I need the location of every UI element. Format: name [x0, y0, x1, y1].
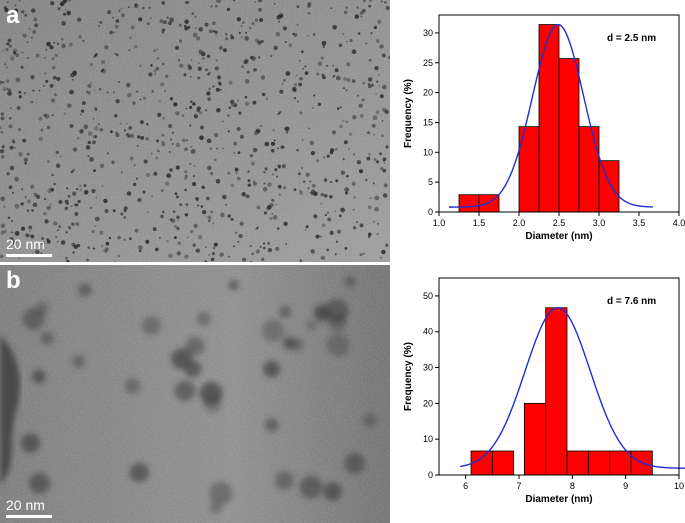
y-tick-label-b-0: 0: [428, 470, 433, 480]
y-tick-label-a-6: 30: [423, 28, 433, 38]
y-tick-label-b-5: 50: [423, 291, 433, 301]
x-tick-label-b-4: 10: [674, 481, 684, 491]
histogram-b: 6 7 8 9 10 0 10 20 30 40 50 d = 7.6 nm Diameter (n…: [403, 277, 685, 505]
annotation-b: d = 7.6 nm: [607, 296, 656, 307]
x-tick-label-a-4: 3.0: [593, 218, 606, 228]
bar-a-4: [558, 58, 580, 213]
y-tick-label-a-0: 0: [428, 207, 433, 217]
y-tick-label-a-2: 10: [423, 147, 433, 157]
bar-a-3: [538, 24, 560, 213]
histogram-a: 1.0 1.5 2.0 2.5 3.0 3.5 4.0 0 5 10 15 20 25 30 d = 2.…: [403, 14, 685, 242]
x-tick-label-a-5: 3.5: [633, 218, 646, 228]
bar-b-4: [566, 450, 589, 476]
tem-image-b: b 20 nm: [0, 265, 390, 523]
bar-b-1: [491, 450, 515, 476]
y-axis-label-a: Frequency (%): [403, 79, 414, 148]
x-axis-label-b: Diameter (nm): [525, 494, 592, 505]
bar-a-6: [598, 160, 620, 213]
y-tick-label-b-4: 40: [423, 327, 433, 337]
y-tick-label-a-1: 5: [428, 177, 433, 187]
scale-bar-label-a: 20 nm: [6, 236, 45, 252]
x-tick-label-a-3: 2.5: [553, 218, 566, 228]
scale-bar-a: [6, 254, 52, 257]
y-tick-label-b-1: 10: [423, 434, 433, 444]
bar-a-0: [458, 194, 480, 213]
x-tick-label-a-0: 1.0: [433, 218, 446, 228]
gaussian-fit-b: [460, 307, 685, 469]
annotation-a: d = 2.5 nm: [607, 33, 656, 44]
bar-b-5: [587, 450, 611, 476]
x-axis-label-a: Diameter (nm): [525, 231, 592, 242]
tem-image-a-texture: [0, 0, 390, 262]
tem-image-b-texture: [0, 265, 390, 523]
x-tick-label-b-0: 6: [463, 481, 468, 491]
bars-a: [458, 24, 620, 213]
x-tick-label-a-2: 2.0: [513, 218, 526, 228]
tem-image-a: a 20 nm: [0, 0, 390, 262]
axis-ticks-a: 1.0 1.5 2.0 2.5 3.0 3.5 4.0 0 5 10 15 20 25 30: [423, 28, 685, 228]
y-tick-label-a-5: 25: [423, 58, 433, 68]
panel-letter-a: a: [6, 2, 20, 29]
axis-ticks-b: 6 7 8 9 10 0 10 20 30 40 50: [423, 291, 684, 491]
bar-b-2: [523, 402, 547, 476]
x-tick-label-b-1: 7: [516, 481, 521, 491]
y-tick-label-a-4: 20: [423, 88, 433, 98]
bar-a-5: [578, 126, 600, 213]
x-tick-label-a-1: 1.5: [473, 218, 486, 228]
scale-bar-b: [6, 515, 52, 518]
bar-b-6: [609, 450, 632, 476]
y-tick-label-b-2: 20: [423, 398, 433, 408]
y-tick-label-b-3: 30: [423, 363, 433, 373]
bars-b: [470, 307, 653, 476]
y-tick-label-a-3: 15: [423, 117, 433, 127]
gaussian-fit-a: [449, 23, 654, 208]
x-tick-label-b-3: 9: [623, 481, 628, 491]
x-tick-label-b-2: 8: [570, 481, 575, 491]
panel-letter-b: b: [6, 267, 21, 294]
scale-bar-label-b: 20 nm: [6, 497, 45, 513]
bar-b-3: [545, 307, 568, 476]
y-axis-label-b: Frequency (%): [403, 342, 414, 411]
plot-frame-b: [438, 277, 680, 476]
x-tick-label-a-6: 4.0: [673, 218, 685, 228]
